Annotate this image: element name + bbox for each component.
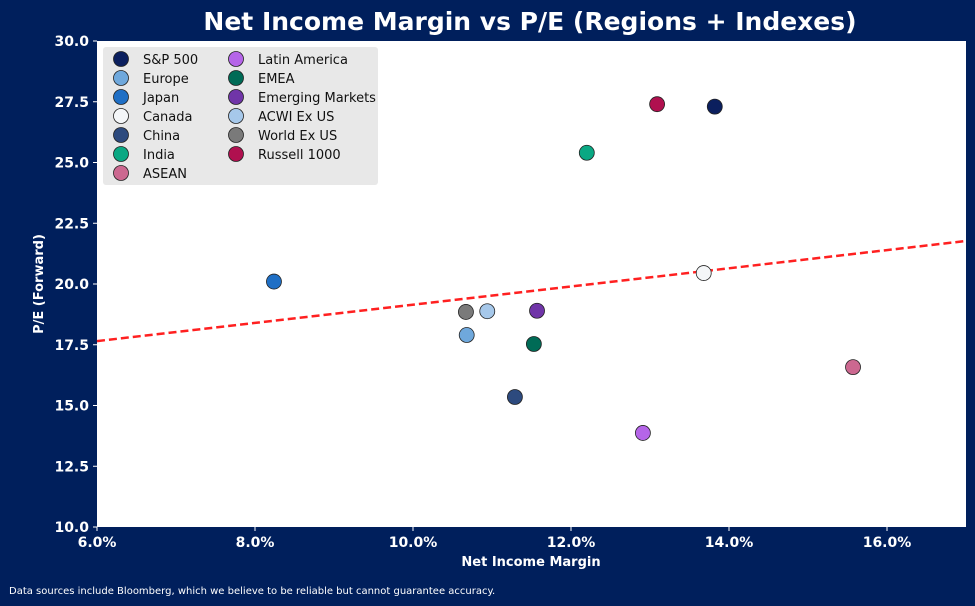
data-point-latin-america (634, 425, 651, 441)
y-tick-label: 22.5 (54, 216, 89, 232)
x-tick-label: 14.0% (705, 535, 754, 551)
footer-note: Data sources include Bloomberg, which we… (9, 586, 496, 597)
legend-label: S&P 500 (143, 53, 198, 68)
legend-marker (113, 165, 129, 181)
legend-label: World Ex US (258, 129, 337, 144)
y-tick-label: 27.5 (54, 95, 89, 111)
legend-marker (113, 108, 129, 124)
legend-label: Emerging Markets (258, 91, 376, 106)
legend-label: EMEA (258, 72, 295, 87)
y-tick-label: 10.0 (54, 520, 89, 536)
legend-marker (228, 146, 244, 162)
y-tick-label: 17.5 (54, 338, 89, 354)
y-tick-label: 25.0 (54, 156, 89, 172)
legend-marker (113, 127, 129, 143)
y-tick-label: 12.5 (54, 459, 89, 475)
legend-label: Canada (143, 110, 192, 125)
legend-marker (113, 146, 129, 162)
data-point-emea (525, 336, 542, 352)
chart-title: Net Income Margin vs P/E (Regions + Inde… (203, 7, 856, 36)
legend-label: Japan (142, 91, 179, 106)
legend-label: India (143, 148, 175, 163)
legend-marker (113, 70, 129, 86)
legend-label: Latin America (258, 53, 348, 68)
data-point-china (507, 389, 523, 405)
x-axis-label: Net Income Margin (461, 555, 600, 570)
data-point-s-p-500 (706, 98, 723, 115)
x-tick-label: 16.0% (863, 535, 912, 551)
legend-marker (113, 89, 129, 105)
legend-label: ACWI Ex US (258, 110, 334, 125)
x-tick-label: 6.0% (78, 535, 117, 551)
y-tick-label: 30.0 (54, 34, 89, 50)
data-point-emerging-markets (529, 302, 545, 319)
data-point-canada (695, 265, 712, 281)
x-tick-label: 10.0% (389, 535, 438, 551)
legend-marker (228, 127, 244, 143)
y-tick-label: 20.0 (54, 277, 89, 293)
y-tick-label: 15.0 (54, 399, 89, 415)
trendline (96, 239, 967, 343)
legend-marker (113, 51, 129, 67)
data-point-asean (845, 359, 861, 376)
data-point-acwi-ex-us (479, 303, 496, 320)
data-point-europe (458, 327, 475, 343)
y-axis-label: P/E (Forward) (32, 234, 47, 334)
data-point-japan (266, 273, 282, 290)
legend-label: ASEAN (143, 167, 187, 182)
legend-marker (228, 51, 244, 67)
x-tick-label: 12.0% (547, 535, 596, 551)
legend-marker (228, 108, 244, 124)
legend-label: China (143, 129, 180, 144)
legend-label: Europe (143, 72, 189, 87)
data-point-india (578, 144, 595, 161)
data-point-russell-1000 (649, 96, 666, 113)
legend-marker (228, 89, 244, 105)
data-point-world-ex-us (458, 304, 474, 320)
x-tick-label: 8.0% (236, 535, 275, 551)
legend-label: Russell 1000 (258, 148, 341, 163)
legend-marker (228, 70, 244, 86)
